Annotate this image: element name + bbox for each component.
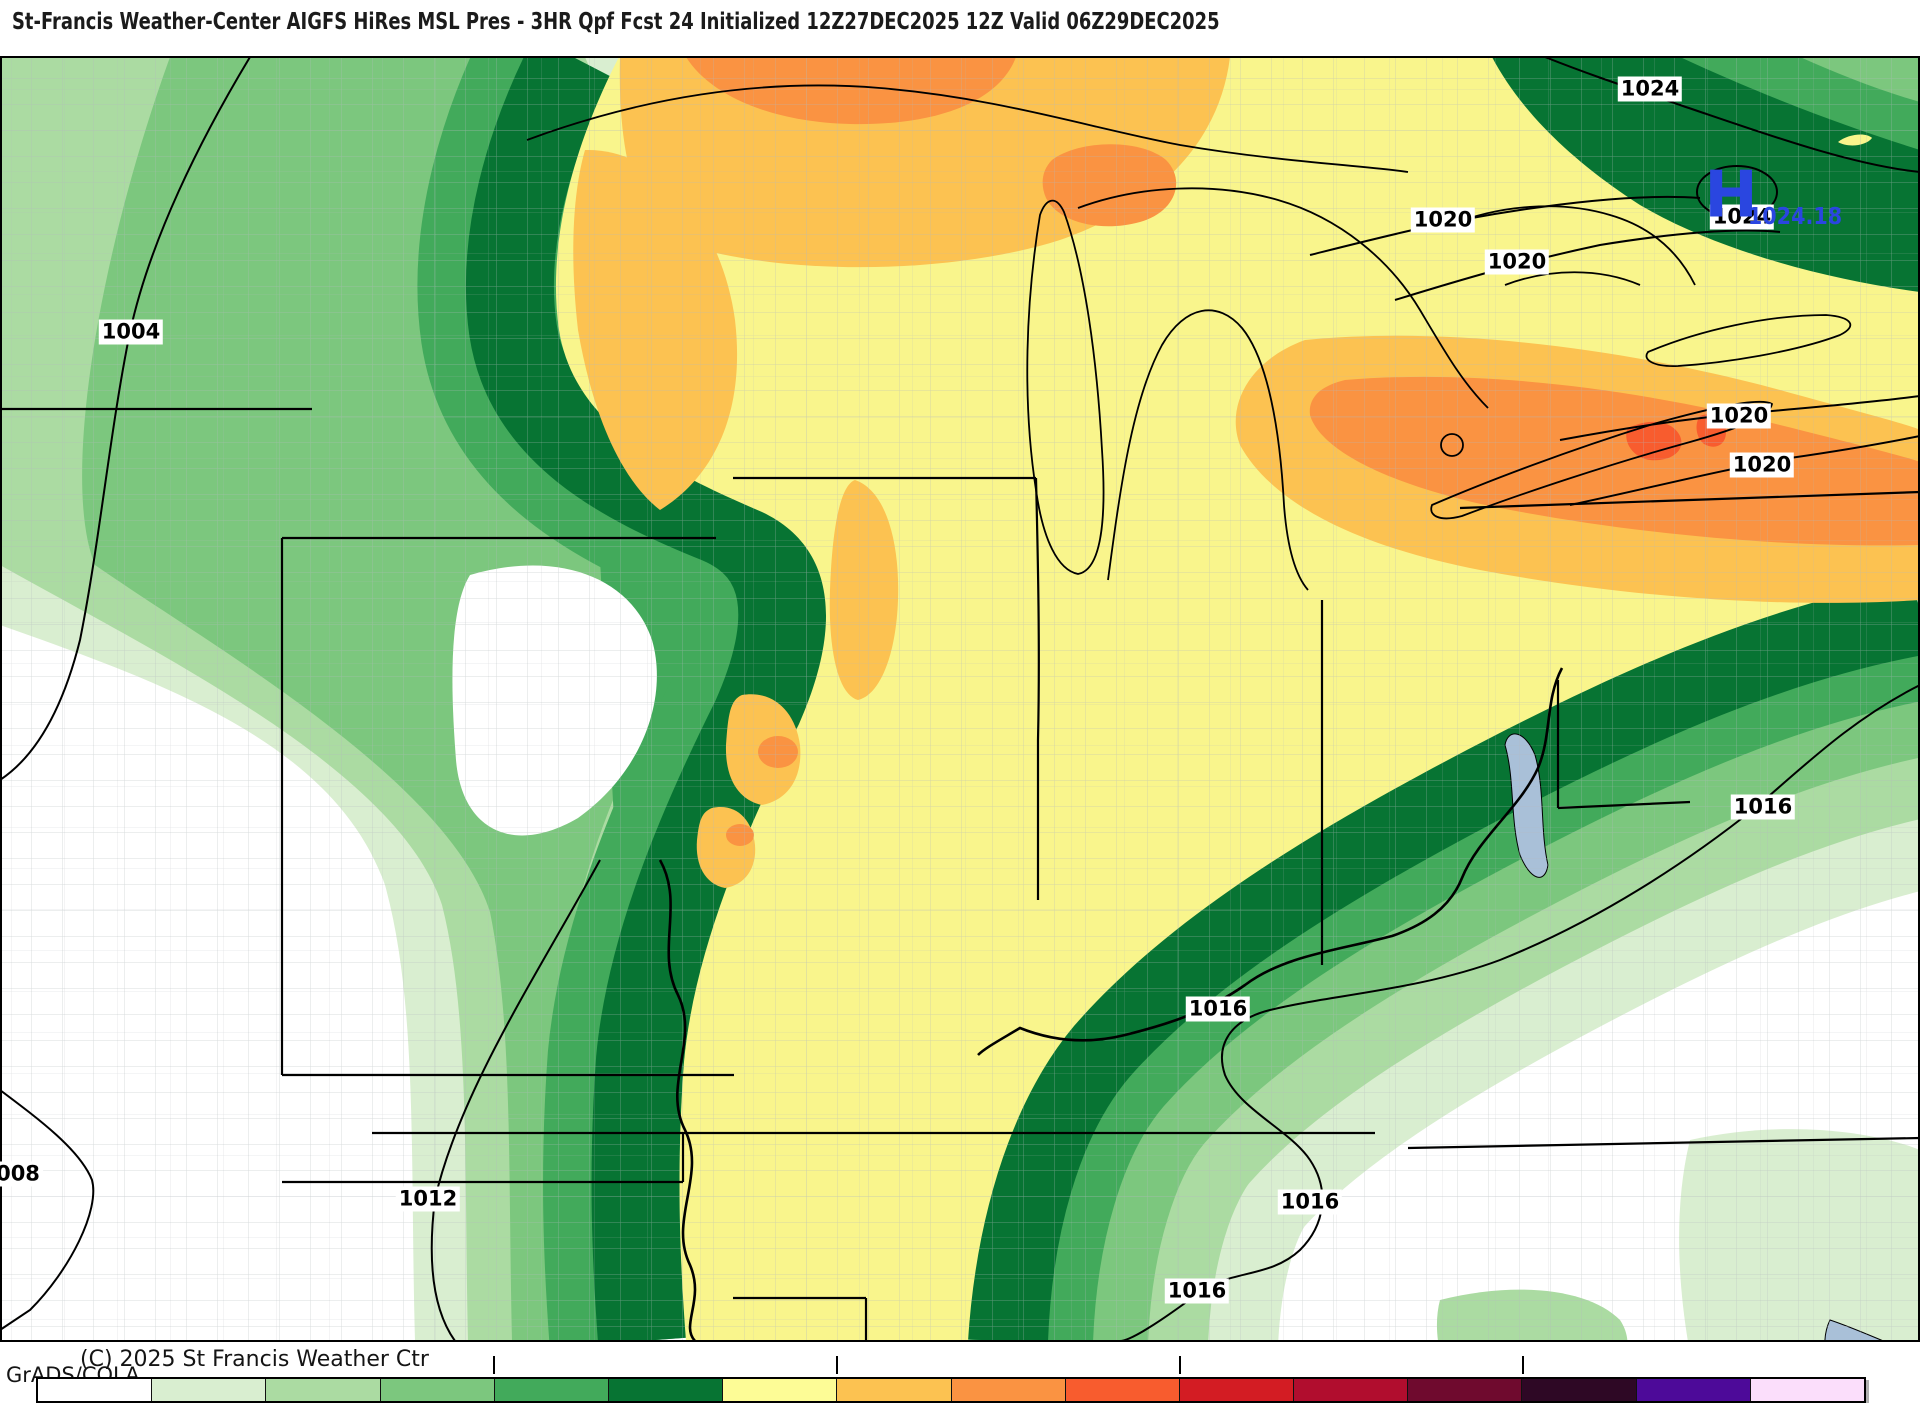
contour-1012 [430, 859, 601, 1341]
high-symbol: H [1704, 158, 1758, 233]
pressure-label-1024: 1024 [1617, 76, 1683, 102]
pressure-contours [0, 57, 1920, 1341]
michigan-mitten-shore [1107, 309, 1309, 591]
colorbar-cell [266, 1379, 381, 1401]
pressure-label-1020: 1020 [1706, 403, 1772, 429]
lake-ontario [1645, 314, 1852, 367]
pressure-label-1012: 1012 [395, 1186, 461, 1212]
border-wv-pa-md [1556, 680, 1691, 810]
contour-1008 [0, 1089, 95, 1331]
pressure-label-1016: 1016 [1164, 1278, 1230, 1304]
contour-1016 [1119, 684, 1920, 1341]
border-ms-al [733, 1296, 868, 1341]
contour-1024 [1544, 57, 1920, 173]
colorbar-cell [38, 1379, 153, 1401]
pressure-label-008: 008 [0, 1161, 43, 1187]
north-channel-shore [1504, 271, 1641, 286]
colorbar-tick [1522, 1356, 1524, 1374]
colorbar-cell [494, 1379, 609, 1401]
high-value-label: 1024.18 [1747, 204, 1843, 230]
pressure-label-1004: 1004 [98, 319, 164, 345]
colorbar-cell [1294, 1379, 1409, 1401]
pressure-label-1020: 1020 [1410, 207, 1476, 233]
colorbar-cell [837, 1379, 952, 1401]
mississippi-river [658, 859, 697, 1341]
contour-1020-b [1394, 229, 1781, 301]
border-il-in [1034, 477, 1040, 900]
colorbar-cell [380, 1379, 495, 1401]
colorbar-cell [1065, 1379, 1180, 1401]
copyright-credit: (C) 2025 St Francis Weather Ctr [80, 1347, 429, 1372]
high-contour-label: 1024 [1709, 204, 1775, 230]
colorbar-cell [608, 1379, 724, 1401]
county-grid-2 [0, 57, 1920, 1341]
pressure-label-1016: 1016 [1185, 996, 1251, 1022]
colorbar-cell [951, 1379, 1066, 1401]
map-title: St-Francis Weather-Center AIGFS HiRes MS… [12, 9, 1220, 35]
colorbar-tick [836, 1356, 838, 1374]
contour-1004 [0, 57, 251, 781]
state-borders [0, 407, 1920, 1341]
lake-michigan [1026, 199, 1105, 575]
border-va-nc [1407, 1136, 1920, 1150]
colorbar-tick [1179, 1356, 1181, 1374]
colorbar-cell [152, 1379, 267, 1401]
colorbar-cell [1179, 1379, 1295, 1401]
contour-1020-a [1309, 195, 1701, 256]
border-la-north [282, 1133, 685, 1184]
map-frame [0, 56, 1920, 1342]
colorbar-cell [1522, 1379, 1637, 1401]
pressure-label-1020: 1020 [1729, 452, 1795, 478]
colorbar-cell [1408, 1379, 1523, 1401]
colorbar-tick [493, 1356, 495, 1374]
precip-colorbar [36, 1377, 1866, 1403]
border-pa-north [1459, 490, 1920, 510]
ohio-river [977, 667, 1564, 1056]
colorbar-cell [1750, 1379, 1864, 1401]
pressure-label-1020: 1020 [1484, 249, 1550, 275]
pressure-label-1016: 1016 [1277, 1189, 1343, 1215]
lake-huron-shore [1077, 187, 1489, 409]
colorbar-cell [1636, 1379, 1751, 1401]
pressure-label-1016: 1016 [1730, 794, 1796, 820]
georgian-bay-shore [1449, 205, 1696, 286]
lake-st-clair [1440, 433, 1464, 457]
lake-superior-shore [526, 84, 1409, 173]
colorbar-cell [723, 1379, 838, 1401]
